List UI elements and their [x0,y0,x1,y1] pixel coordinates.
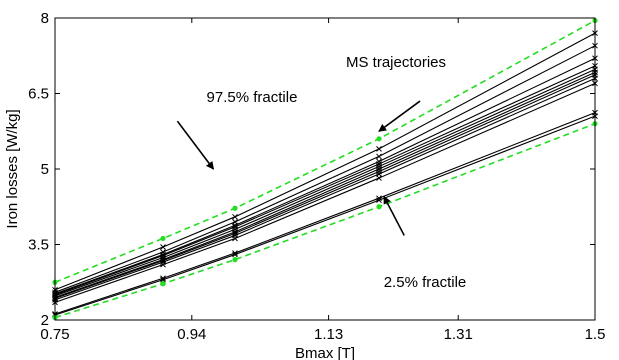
trajectory-point [376,158,382,165]
y-tick-label: 2 [41,312,49,329]
x-tick-label: 1.13 [314,326,343,343]
annotation-arrow [383,195,405,236]
x-tick-label: 1.5 [585,326,606,343]
trajectory-point [232,218,238,225]
fractile-point [232,205,238,211]
y-tick-label: 5 [41,161,49,178]
trajectory-point [232,250,238,256]
trajectory-point [376,195,382,202]
y-axis-title: Iron losses [W/kg] [4,109,21,228]
y-tick-label: 3.5 [28,237,49,254]
series-layer [52,17,598,321]
y-tick-label: 6.5 [28,86,49,103]
annotation-label: 97.5% fractile [207,89,298,106]
annotation-arrow [176,120,215,170]
plot-area [55,18,595,320]
fractile-point [376,136,382,142]
annotation-layer: MS trajectories 97.5% fractile 2.5% fracti… [176,54,467,291]
fractile-point [160,281,166,287]
trajectory-point [232,213,238,220]
trajectory-point [376,146,382,152]
plot-frame [54,17,596,321]
y-tick-label: 8 [41,10,49,27]
x-axis-title: Bmax [T] [295,345,355,360]
annotation-arrow [378,100,421,132]
trajectory-point [160,249,166,255]
trajectory-point [376,153,382,160]
fractile-2-5-line [54,122,596,319]
fractile-point [232,257,238,263]
fractile-point [160,235,166,242]
axis-layer: 0.75 0.94 1.13 1.31 1.5 2 3.5 5 6.5 8 [28,10,605,343]
trajectory-point [160,244,166,250]
x-tick-label: 0.75 [40,326,69,343]
annotation-label: 2.5% fractile [384,274,467,291]
x-tick-label: 1.31 [444,326,473,343]
trajectory-point [160,275,166,282]
annotation-label: MS trajectories [346,54,446,71]
x-tick-label: 0.94 [177,326,206,343]
fractile-point [376,204,382,210]
